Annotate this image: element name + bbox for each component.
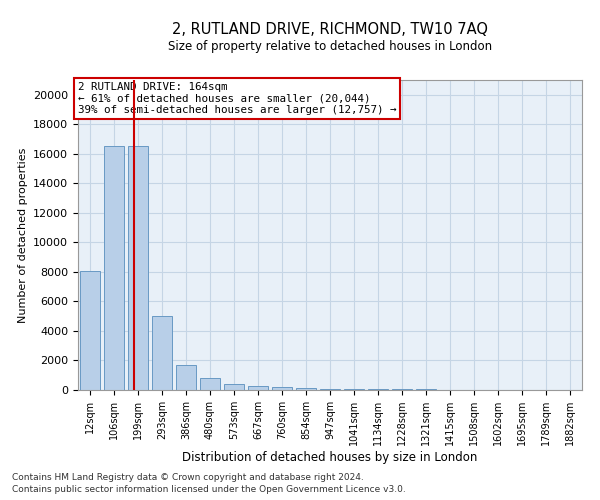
Bar	[128, 146, 148, 390]
Bar	[200, 378, 220, 390]
Bar	[104, 146, 124, 390]
Bar	[272, 387, 292, 390]
Bar	[176, 365, 196, 390]
Bar	[80, 271, 100, 390]
Bar	[152, 316, 172, 390]
Bar	[344, 389, 364, 390]
Bar	[224, 384, 244, 390]
Bar	[296, 388, 316, 390]
Y-axis label: Number of detached properties: Number of detached properties	[17, 148, 28, 322]
X-axis label: Distribution of detached houses by size in London: Distribution of detached houses by size …	[182, 451, 478, 464]
Text: Contains public sector information licensed under the Open Government Licence v3: Contains public sector information licen…	[12, 484, 406, 494]
Text: Contains HM Land Registry data © Crown copyright and database right 2024.: Contains HM Land Registry data © Crown c…	[12, 474, 364, 482]
Bar	[320, 388, 340, 390]
Text: 2 RUTLAND DRIVE: 164sqm
← 61% of detached houses are smaller (20,044)
39% of sem: 2 RUTLAND DRIVE: 164sqm ← 61% of detache…	[78, 82, 397, 115]
Bar	[248, 386, 268, 390]
Text: Size of property relative to detached houses in London: Size of property relative to detached ho…	[168, 40, 492, 53]
Text: 2, RUTLAND DRIVE, RICHMOND, TW10 7AQ: 2, RUTLAND DRIVE, RICHMOND, TW10 7AQ	[172, 22, 488, 38]
Bar	[368, 389, 388, 390]
